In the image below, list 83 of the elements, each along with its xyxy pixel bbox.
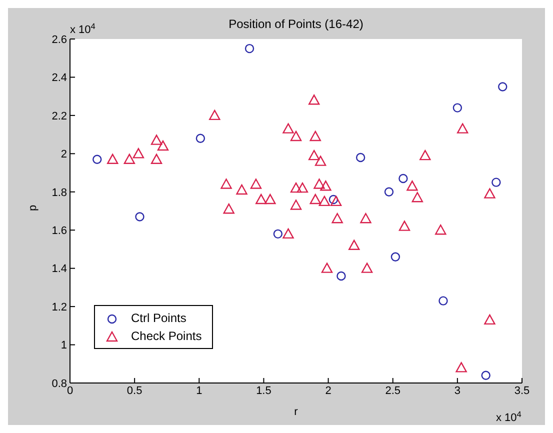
point [209, 110, 220, 120]
point [484, 188, 496, 198]
y-tick-label: 1.2 [52, 301, 67, 314]
point [282, 228, 294, 239]
point [150, 134, 162, 145]
point [244, 44, 254, 54]
point [310, 194, 321, 204]
y-tick-label: 2.6 [52, 34, 67, 46]
point [360, 213, 372, 224]
y-tick-label: 1 [60, 340, 67, 352]
x-tick-label: 3.5 [514, 384, 530, 397]
point [282, 123, 294, 134]
point [157, 140, 169, 151]
legend-label: Ctrl Points [131, 311, 186, 325]
point [361, 262, 373, 273]
x-tick-label: 2 [325, 384, 332, 397]
point [492, 178, 501, 187]
x-tick-label: 1 [196, 384, 202, 397]
point [318, 196, 330, 206]
point [290, 130, 302, 142]
point [330, 196, 342, 206]
point [296, 182, 308, 193]
point [320, 180, 332, 191]
point [484, 314, 496, 325]
y-tick-label: 0.8 [52, 378, 67, 390]
x-tick-label: 0.5 [126, 384, 142, 397]
point [132, 148, 144, 158]
y-axis-title: p [26, 204, 39, 211]
point [438, 296, 448, 306]
point [332, 213, 343, 224]
point [220, 178, 232, 189]
point [412, 192, 423, 202]
point [92, 154, 102, 164]
y-tick-label: 2.4 [52, 72, 67, 84]
point [452, 103, 462, 112]
point [250, 178, 262, 189]
point [348, 240, 360, 250]
x-tick-label: 2.5 [385, 384, 401, 397]
point [124, 154, 136, 164]
x-axis-title: r [294, 406, 298, 418]
y-tick-label: 2 [60, 148, 67, 161]
point [107, 154, 118, 164]
point [498, 82, 508, 92]
point [456, 123, 468, 134]
point [321, 262, 333, 273]
point [336, 271, 346, 281]
y-tick-label: 1.4 [52, 263, 67, 276]
point [135, 212, 144, 222]
y-tick-label: 1.8 [52, 186, 67, 199]
point [456, 362, 467, 372]
point [308, 94, 320, 105]
point [256, 194, 267, 204]
y-tick-label: 1.6 [52, 225, 67, 238]
point [390, 252, 400, 262]
point [310, 130, 321, 142]
text: x 10$^{4}$ [496, 410, 522, 424]
x-tick-label: 0 [66, 384, 74, 397]
y-tick-label: 2.2 [52, 110, 67, 122]
x-tick-label: 1.5 [256, 384, 272, 397]
text: x 10$^{4}$ [70, 22, 96, 36]
point [308, 150, 320, 160]
point [236, 184, 248, 195]
point [314, 178, 325, 189]
point [290, 182, 302, 193]
point [398, 174, 408, 184]
point [150, 154, 162, 164]
point [328, 194, 338, 204]
legend-label: Check Points [131, 329, 202, 343]
point [273, 229, 283, 239]
point [481, 370, 490, 380]
point [356, 152, 366, 162]
chart-title: Position of Points (16-42) [228, 17, 364, 31]
point [420, 150, 431, 160]
point [314, 156, 326, 166]
point [264, 194, 276, 204]
point [384, 187, 394, 196]
point [223, 203, 234, 214]
point [196, 134, 206, 143]
point [290, 200, 302, 210]
point [406, 180, 418, 191]
x-tick-label: 3 [454, 384, 460, 397]
point [398, 220, 410, 231]
point [435, 224, 446, 235]
